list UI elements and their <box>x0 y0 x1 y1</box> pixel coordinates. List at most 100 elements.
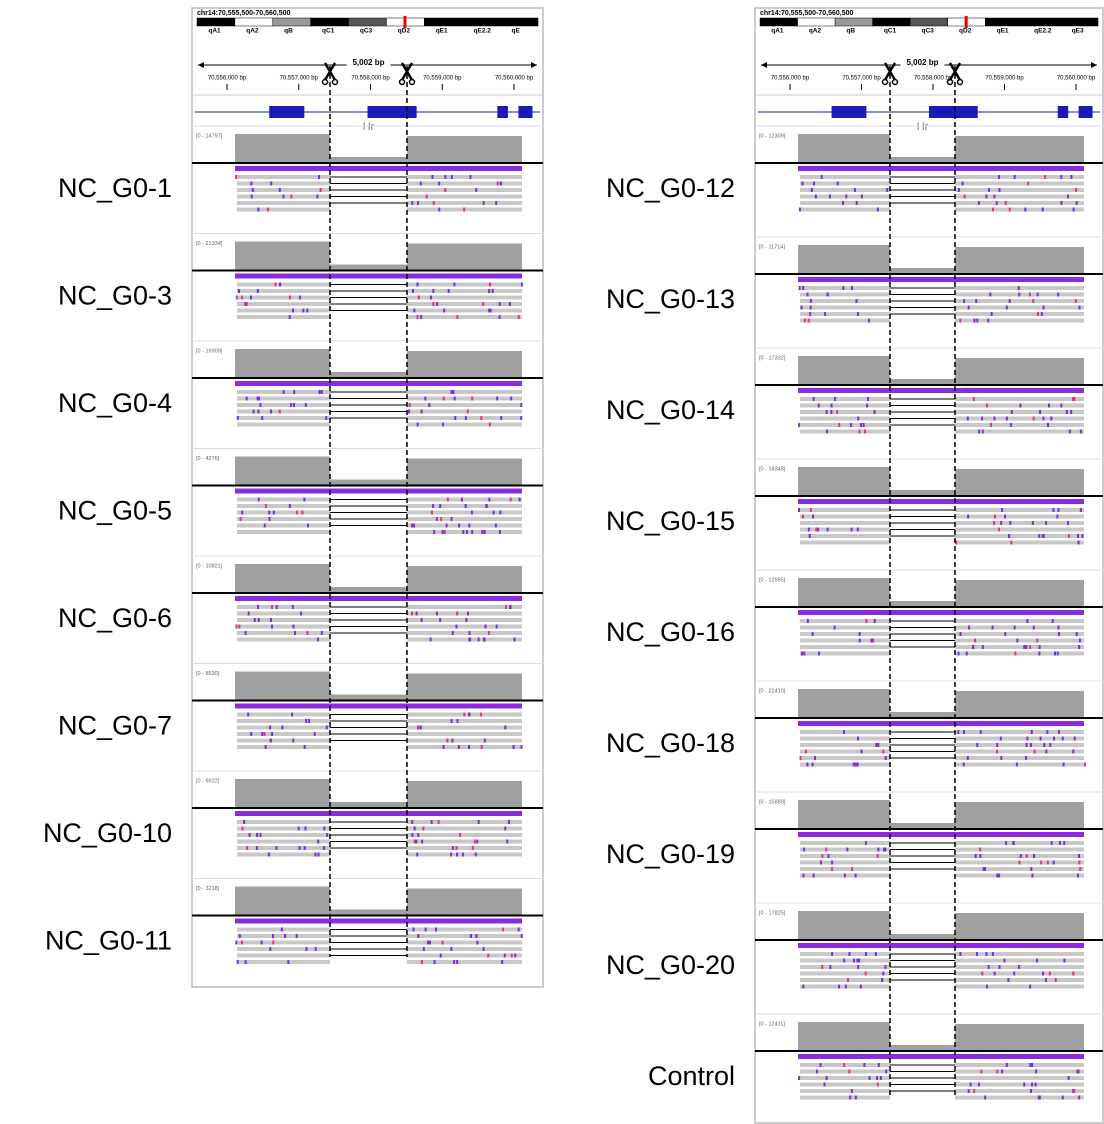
mismatch <box>1018 965 1020 969</box>
mismatch <box>875 743 877 747</box>
read <box>237 745 330 749</box>
mismatch <box>519 498 521 502</box>
mismatch <box>485 625 487 629</box>
mismatch <box>258 498 260 502</box>
read <box>237 289 330 293</box>
mismatch <box>250 296 252 300</box>
band-label: qA2 <box>809 28 822 35</box>
mismatch <box>1075 299 1077 303</box>
mismatch <box>801 306 803 310</box>
mismatch <box>443 745 445 749</box>
read <box>800 534 890 538</box>
coverage-range: [0 - 12995] <box>759 577 786 583</box>
read-summary <box>235 811 522 816</box>
mismatch <box>434 960 436 964</box>
mismatch <box>806 763 808 767</box>
mismatch <box>287 960 289 964</box>
mismatch <box>1066 410 1068 414</box>
mismatch <box>508 820 510 824</box>
read <box>237 423 330 427</box>
mismatch <box>963 763 965 767</box>
mismatch <box>276 846 278 850</box>
read-summary <box>798 166 1084 171</box>
exon <box>269 106 304 118</box>
exon <box>929 106 978 118</box>
mismatch <box>992 626 994 630</box>
mismatch <box>412 928 414 932</box>
mismatch <box>803 848 805 852</box>
mismatch <box>846 848 848 852</box>
mismatch <box>1003 959 1005 963</box>
mismatch <box>850 423 852 427</box>
read <box>407 820 522 824</box>
mismatch <box>992 208 994 212</box>
read <box>407 618 522 622</box>
mismatch <box>318 390 320 394</box>
mismatch <box>958 652 960 656</box>
mismatch <box>1057 293 1059 297</box>
mismatch <box>847 978 849 982</box>
mismatch <box>240 517 242 521</box>
mismatch <box>978 1083 980 1087</box>
mismatch <box>996 201 998 205</box>
mismatch <box>818 652 820 656</box>
read <box>800 1070 890 1074</box>
mismatch <box>857 312 859 316</box>
mismatch <box>237 960 239 964</box>
mismatch <box>250 182 252 186</box>
read <box>955 1070 1084 1074</box>
read <box>407 397 522 401</box>
read <box>955 1096 1084 1100</box>
read <box>237 530 330 534</box>
mismatch <box>848 952 850 956</box>
mismatch <box>1031 874 1033 878</box>
mismatch <box>454 416 456 420</box>
read <box>800 195 890 199</box>
mismatch <box>455 625 457 629</box>
read <box>407 390 522 394</box>
read <box>237 625 330 629</box>
mismatch <box>257 410 259 414</box>
mismatch <box>831 867 833 871</box>
mismatch <box>408 410 410 414</box>
mismatch <box>320 188 322 192</box>
mismatch <box>421 618 423 622</box>
mismatch <box>292 309 294 313</box>
mismatch <box>448 289 450 293</box>
mismatch <box>281 928 283 932</box>
mismatch <box>1048 404 1050 408</box>
mismatch <box>1005 201 1007 205</box>
mismatch <box>849 1096 851 1100</box>
sample-label: NC_G0-12 <box>606 173 735 203</box>
mismatch <box>271 605 273 609</box>
mismatch <box>305 719 307 723</box>
mismatch <box>452 390 454 394</box>
read <box>955 730 1084 734</box>
mismatch <box>289 504 291 508</box>
mismatch <box>1053 737 1055 741</box>
mismatch <box>986 404 988 408</box>
coverage-range: [0 - 21334] <box>196 241 223 247</box>
read <box>237 631 330 635</box>
read <box>237 201 330 205</box>
mismatch <box>475 188 477 192</box>
read <box>955 188 1084 192</box>
read <box>800 619 890 623</box>
mismatch <box>1006 306 1008 310</box>
mismatch <box>471 397 473 401</box>
read <box>955 508 1084 512</box>
mismatch <box>411 612 413 616</box>
mismatch <box>963 730 965 734</box>
mismatch <box>432 504 434 508</box>
mismatch <box>506 840 508 844</box>
mismatch <box>257 208 259 212</box>
mismatch <box>861 750 863 754</box>
read <box>955 972 1084 976</box>
mismatch <box>1020 854 1022 858</box>
read <box>237 397 330 401</box>
read <box>955 423 1084 427</box>
mismatch <box>239 934 241 938</box>
mismatch <box>860 423 862 427</box>
mismatch <box>851 286 853 290</box>
mismatch <box>1024 208 1026 212</box>
